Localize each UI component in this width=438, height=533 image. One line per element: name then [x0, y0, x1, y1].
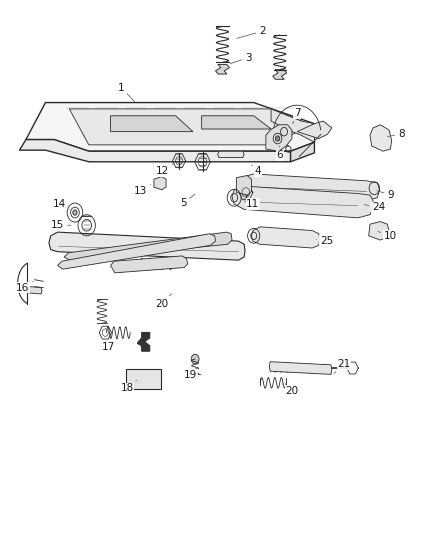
Polygon shape — [251, 227, 320, 248]
Text: 11: 11 — [246, 195, 259, 209]
Polygon shape — [19, 140, 290, 162]
Polygon shape — [232, 186, 373, 218]
Polygon shape — [297, 121, 332, 139]
Text: 6: 6 — [276, 146, 283, 160]
Text: 13: 13 — [134, 184, 151, 196]
Polygon shape — [110, 256, 188, 273]
Text: 12: 12 — [156, 164, 173, 176]
Text: 25: 25 — [316, 236, 333, 246]
Text: 21: 21 — [334, 359, 350, 373]
Polygon shape — [49, 232, 245, 260]
Text: 5: 5 — [180, 194, 195, 208]
Polygon shape — [369, 222, 389, 240]
Text: 15: 15 — [51, 220, 71, 230]
Text: 19: 19 — [184, 368, 198, 380]
Polygon shape — [28, 287, 42, 294]
Polygon shape — [110, 116, 193, 132]
Polygon shape — [69, 109, 301, 145]
FancyBboxPatch shape — [126, 368, 161, 389]
Text: 8: 8 — [388, 130, 405, 139]
Polygon shape — [58, 233, 215, 269]
Text: 9: 9 — [377, 190, 394, 200]
Polygon shape — [237, 175, 251, 195]
Polygon shape — [218, 151, 244, 158]
Polygon shape — [138, 333, 150, 351]
Polygon shape — [201, 116, 271, 129]
Circle shape — [73, 210, 77, 215]
Polygon shape — [271, 109, 314, 142]
Polygon shape — [269, 362, 332, 374]
Polygon shape — [26, 102, 314, 151]
Text: 20: 20 — [155, 294, 171, 309]
Polygon shape — [370, 125, 392, 151]
Text: 10: 10 — [378, 231, 397, 241]
Polygon shape — [273, 70, 287, 79]
Text: 7: 7 — [293, 108, 300, 124]
Polygon shape — [154, 176, 166, 190]
Text: 3: 3 — [230, 53, 252, 63]
Text: 20: 20 — [282, 384, 298, 396]
Text: 2: 2 — [237, 26, 266, 38]
Circle shape — [191, 354, 199, 364]
Polygon shape — [242, 174, 379, 200]
Text: 24: 24 — [364, 202, 385, 212]
Text: 4: 4 — [251, 165, 261, 176]
Circle shape — [276, 136, 280, 141]
Polygon shape — [266, 125, 292, 151]
Text: 14: 14 — [53, 199, 69, 209]
Text: 17: 17 — [102, 338, 118, 352]
Text: 18: 18 — [120, 380, 137, 393]
Text: 16: 16 — [16, 281, 33, 293]
Text: 1: 1 — [118, 83, 134, 102]
Polygon shape — [215, 64, 230, 74]
Polygon shape — [290, 142, 314, 162]
Polygon shape — [64, 232, 232, 260]
